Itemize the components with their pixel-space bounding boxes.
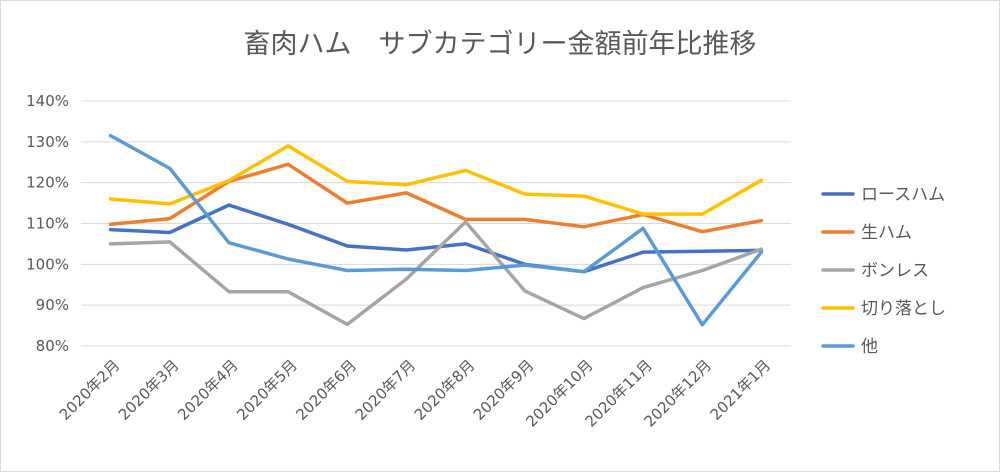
legend-label: ボンレス — [861, 261, 929, 281]
series-line — [108, 220, 764, 327]
x-tick-label: 2020年5月 — [233, 356, 301, 424]
y-axis-ticks: 80% 90% 100% 110% 120% 130% 140% — [26, 92, 69, 355]
x-tick-label: 2020年3月 — [115, 356, 183, 424]
x-axis-ticks: 2020年2月2020年3月2020年4月2020年5月2020年6月2020年… — [56, 356, 775, 430]
y-tick-label: 140% — [26, 92, 69, 110]
series-lines — [108, 133, 764, 327]
x-tick-label: 2020年6月 — [292, 356, 360, 424]
series-line — [108, 144, 764, 216]
x-tick-label: 2020年7月 — [352, 356, 420, 424]
chart-title: 畜肉ハム サブカテゴリー金額前年比推移 — [244, 29, 757, 60]
series-line — [108, 162, 764, 234]
y-tick-label: 100% — [26, 255, 69, 273]
y-tick-label: 130% — [26, 133, 69, 151]
y-tick-label: 90% — [36, 296, 69, 314]
legend-label: 切り落とし — [861, 299, 946, 319]
y-tick-label: 110% — [26, 215, 69, 233]
y-tick-label: 80% — [36, 337, 69, 355]
series-line — [108, 203, 764, 274]
x-tick-label: 2020年4月 — [174, 356, 242, 424]
x-tick-label: 2021年1月 — [707, 356, 775, 424]
gridlines — [81, 100, 791, 347]
y-tick-label: 120% — [26, 174, 69, 192]
legend-label: ロースハム — [861, 185, 945, 205]
x-tick-label: 2020年8月 — [411, 356, 479, 424]
legend-label: 生ハム — [861, 223, 912, 243]
series-line — [108, 133, 764, 327]
x-tick-label: 2020年2月 — [56, 356, 124, 424]
legend-label: 他 — [861, 337, 878, 357]
